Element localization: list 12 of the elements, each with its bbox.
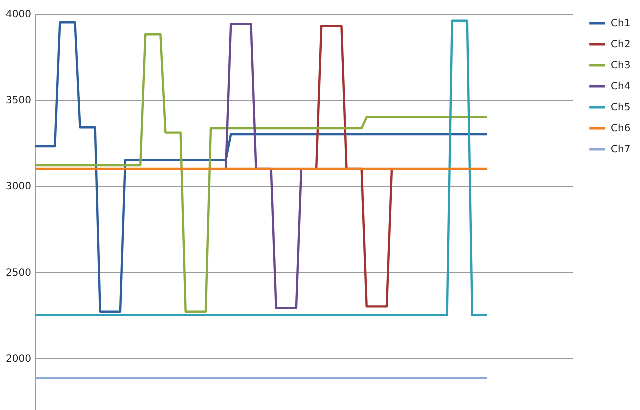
legend-label: Ch4 [611, 82, 631, 92]
legend-label: Ch7 [611, 144, 631, 156]
y-tick-label: 4000 [6, 10, 32, 20]
legend-label: Ch3 [611, 60, 631, 72]
legend-label: Ch2 [611, 40, 631, 50]
legend-label: Ch5 [611, 102, 631, 114]
y-tick-label: 2000 [6, 354, 32, 365]
y-tick-label: 3000 [6, 182, 32, 193]
y-tick-label: 3500 [6, 96, 32, 107]
legend-label: Ch1 [611, 18, 631, 30]
y-tick-label: 2500 [6, 268, 32, 279]
legend-label: Ch6 [611, 124, 631, 134]
